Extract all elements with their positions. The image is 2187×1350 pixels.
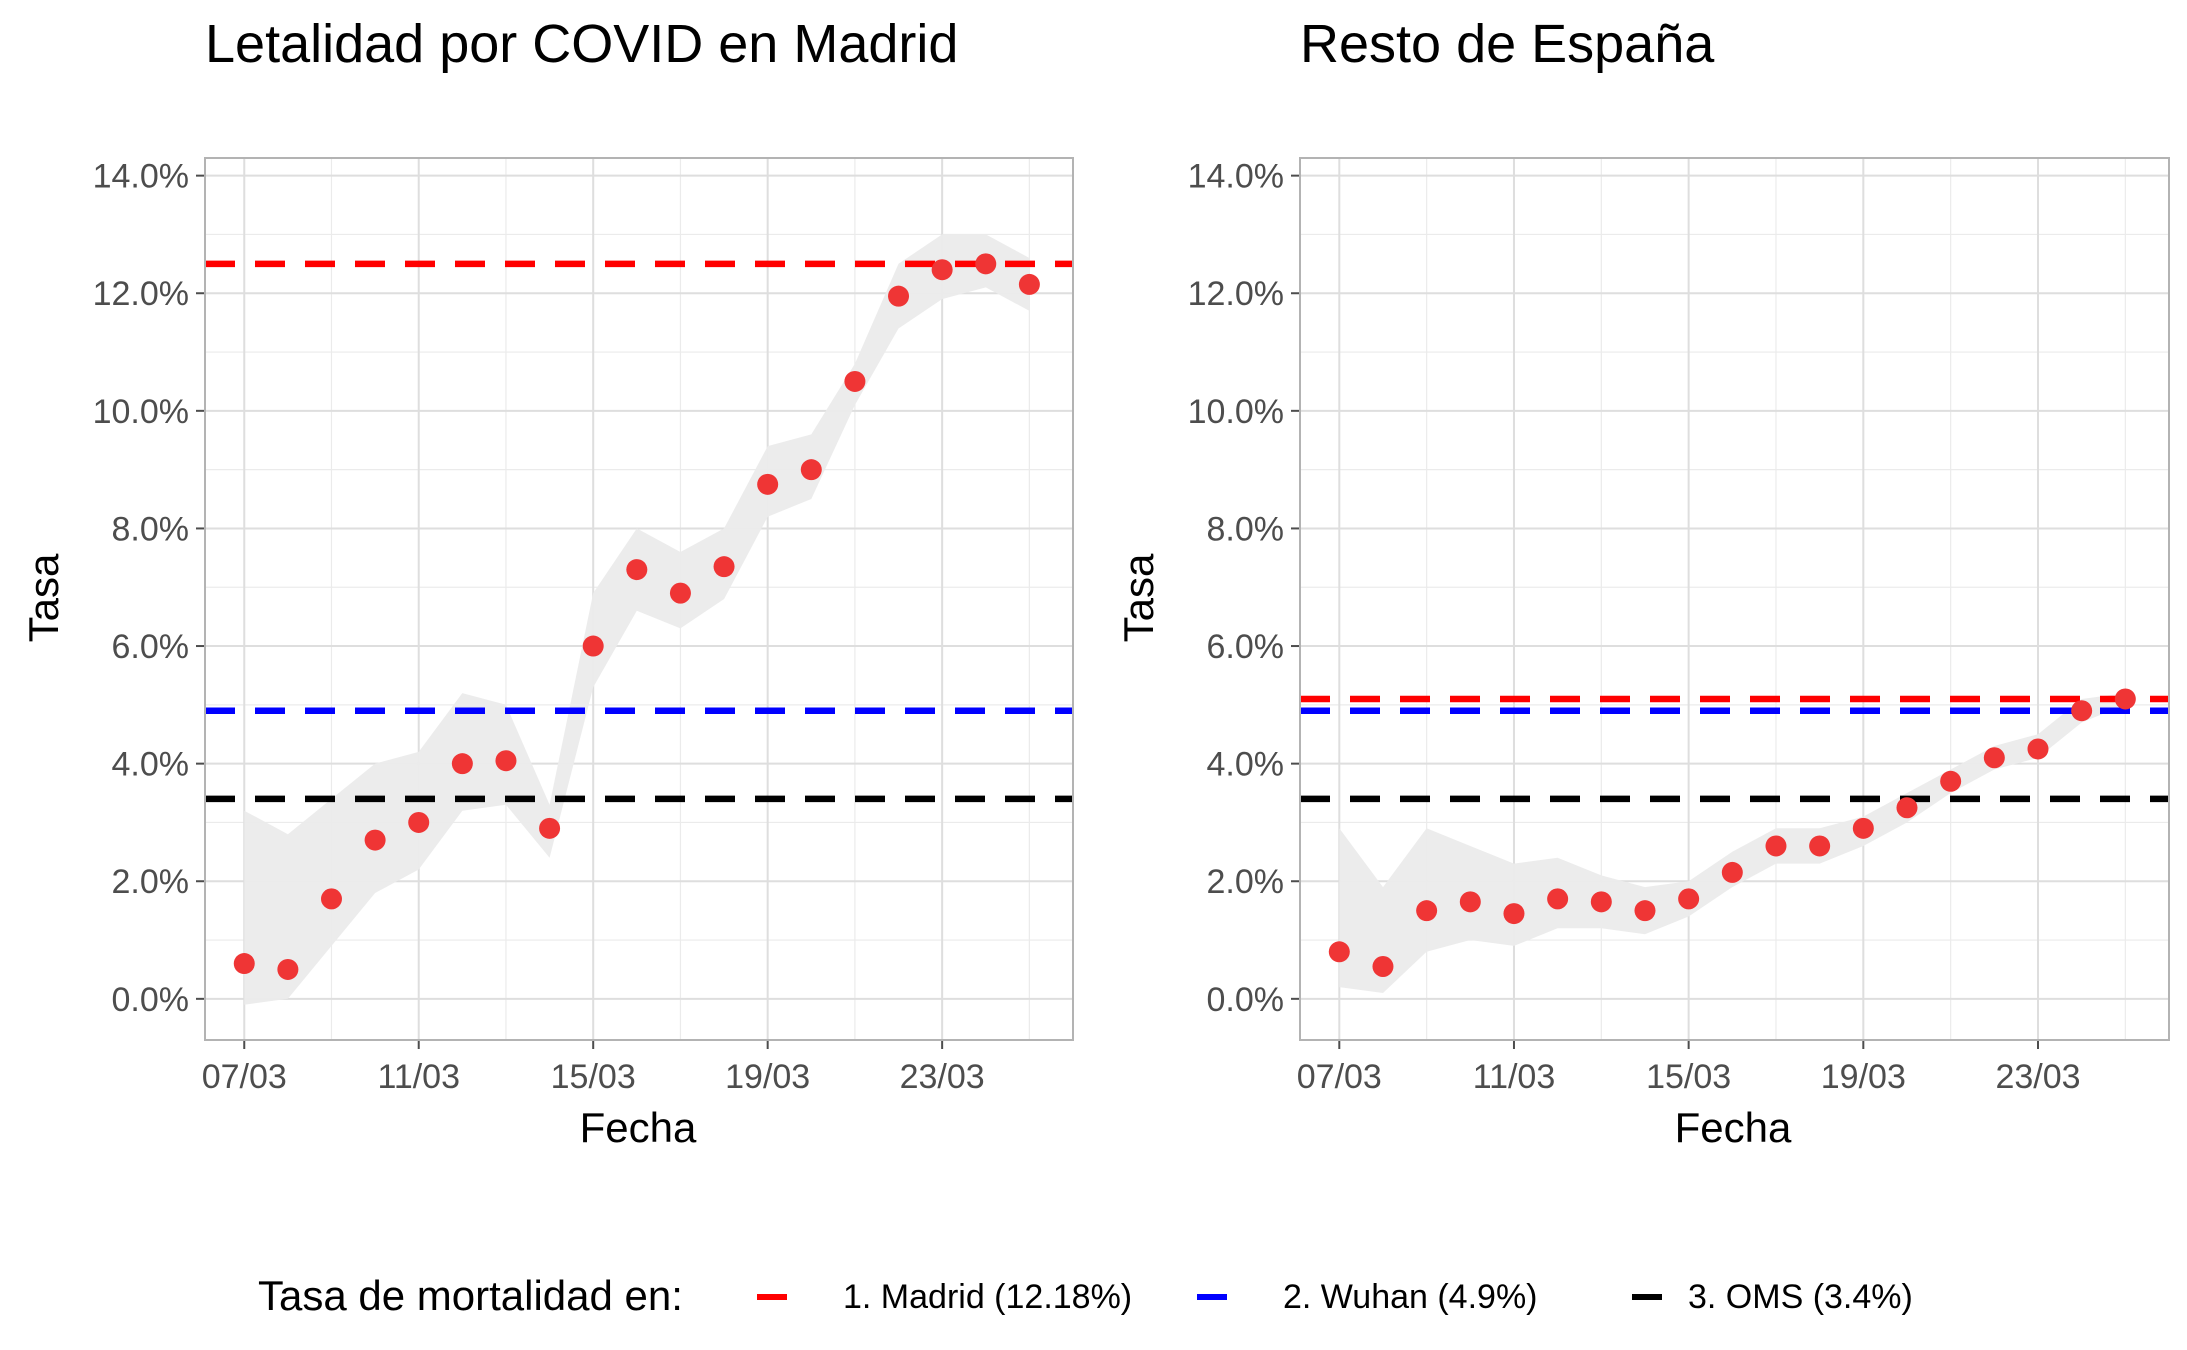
legend-label-wuhan: 2. Wuhan (4.9%) <box>1283 1278 1538 1316</box>
data-point <box>1018 273 1040 295</box>
panel-border <box>204 157 1074 1041</box>
legend: Tasa de mortalidad en: 1. Madrid (12.18%… <box>258 1272 1913 1319</box>
y-tick-label: 10.0% <box>1188 393 1284 431</box>
x-tick-label: 23/03 <box>1995 1058 2080 1096</box>
panel-title-resto: Resto de España <box>1300 14 1715 74</box>
x-axis-title-resto: Fecha <box>1675 1104 1792 1151</box>
data-point <box>2114 688 2136 710</box>
data-point <box>364 829 386 851</box>
x-tick-label: 15/03 <box>1646 1058 1731 1096</box>
data-point <box>1809 835 1831 857</box>
data-point <box>975 253 997 275</box>
data-point <box>800 459 822 481</box>
y-tick-label: 6.0% <box>112 628 190 666</box>
y-tick-label: 10.0% <box>93 393 189 431</box>
x-tick-label: 23/03 <box>900 1058 985 1096</box>
legend-label-madrid: 1. Madrid (12.18%) <box>843 1278 1132 1316</box>
panel-madrid: 0.0% 2.0% 4.0% 6.0% 8.0% 10.0% 12.0% 14.0% 07/03… <box>20 14 1074 1151</box>
data-point <box>669 582 691 604</box>
y-tick-label: 8.0% <box>1207 510 1285 548</box>
y-tick-label: 12.0% <box>93 275 189 313</box>
data-point <box>1634 900 1656 922</box>
legend-title: Tasa de mortalidad en: <box>258 1272 683 1319</box>
data-point <box>1547 888 1569 910</box>
data-point <box>1983 747 2005 769</box>
data-point <box>277 958 299 980</box>
data-point <box>1852 817 1874 839</box>
data-point <box>451 753 473 775</box>
y-axis-title-resto: Tasa <box>1115 553 1162 642</box>
y-axis-title-madrid: Tasa <box>20 553 67 642</box>
data-point <box>1459 891 1481 913</box>
data-point <box>1372 956 1394 977</box>
data-point <box>757 473 779 495</box>
data-point <box>1503 903 1525 925</box>
confidence-band <box>244 234 1030 1005</box>
panel-title-madrid: Letalidad por COVID en Madrid <box>205 14 958 74</box>
y-tick-label: 0.0% <box>112 981 190 1019</box>
data-point <box>1590 891 1612 913</box>
data-point <box>233 953 255 975</box>
confidence-band <box>1339 693 2126 993</box>
plot-area-1: 0.0% 2.0% 4.0% 6.0% 8.0% 10.0% 12.0% 14.0% 07/03… <box>1188 157 2170 1096</box>
y-tick-label: 2.0% <box>1207 863 1285 901</box>
data-point <box>408 811 430 833</box>
data-point <box>931 259 953 281</box>
data-point <box>1678 888 1700 910</box>
y-tick-label: 4.0% <box>1207 746 1285 784</box>
data-point <box>1765 835 1787 857</box>
y-tick-label: 0.0% <box>1207 981 1285 1019</box>
y-tick-label: 14.0% <box>1188 158 1284 196</box>
data-point <box>539 817 561 839</box>
data-point <box>626 559 648 581</box>
y-tick-label: 6.0% <box>1207 628 1285 666</box>
data-point <box>844 370 866 392</box>
y-tick-label: 8.0% <box>112 510 190 548</box>
x-axis-title-madrid: Fecha <box>580 1104 697 1151</box>
data-point <box>1896 797 1918 819</box>
legend-label-oms: 3. OMS (3.4%) <box>1688 1278 1913 1316</box>
x-tick-label: 15/03 <box>551 1058 636 1096</box>
x-tick-label: 11/03 <box>1473 1058 1556 1096</box>
data-point <box>2071 700 2093 722</box>
plot-area-0: 0.0% 2.0% 4.0% 6.0% 8.0% 10.0% 12.0% 14.0% 07/03… <box>93 157 1074 1096</box>
data-point <box>1328 941 1350 963</box>
x-tick-label: 07/03 <box>1297 1058 1382 1096</box>
x-tick-label: 11/03 <box>377 1058 460 1096</box>
x-tick-label: 19/03 <box>1821 1058 1906 1096</box>
panel-resto-espana: 0.0% 2.0% 4.0% 6.0% 8.0% 10.0% 12.0% 14.0% 07/03… <box>1115 14 2170 1151</box>
panel-border <box>1299 157 2170 1041</box>
data-point <box>1721 861 1743 883</box>
data-point <box>495 750 517 772</box>
data-point <box>1416 900 1438 922</box>
data-point <box>1940 770 1962 792</box>
data-point <box>713 556 735 578</box>
data-point <box>320 888 342 910</box>
y-tick-label: 14.0% <box>93 158 189 196</box>
y-tick-label: 2.0% <box>112 863 190 901</box>
y-tick-label: 4.0% <box>112 746 190 784</box>
x-tick-label: 07/03 <box>202 1058 287 1096</box>
data-point <box>888 285 910 307</box>
x-tick-label: 19/03 <box>725 1058 810 1096</box>
data-point <box>2027 738 2049 760</box>
y-tick-label: 12.0% <box>1188 275 1284 313</box>
data-point <box>582 635 604 657</box>
